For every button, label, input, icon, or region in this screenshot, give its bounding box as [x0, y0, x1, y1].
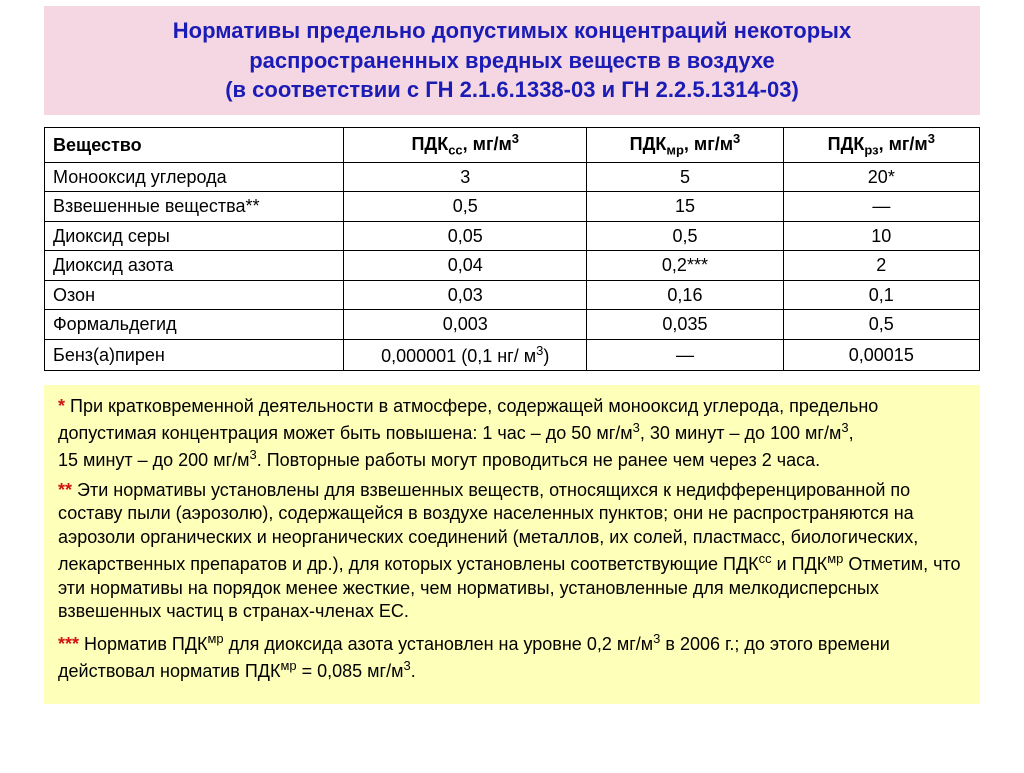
table-region: ВеществоПДКсс, мг/м3ПДКмр, мг/м3ПДКрз, м… — [44, 127, 980, 371]
title-line-1: Нормативы предельно допустимых концентра… — [64, 16, 960, 46]
cell-ss: 0,04 — [344, 251, 587, 281]
cell-rz: — — [783, 192, 979, 222]
table-row: Озон0,030,160,1 — [45, 280, 980, 310]
table-row: Взвешенные вещества**0,515— — [45, 192, 980, 222]
cell-rz: 0,1 — [783, 280, 979, 310]
table-header-row: ВеществоПДКсс, мг/м3ПДКмр, мг/м3ПДКрз, м… — [45, 128, 980, 163]
cell-substance: Диоксид серы — [45, 221, 344, 251]
cell-substance: Взвешенные вещества** — [45, 192, 344, 222]
cell-rz: 0,00015 — [783, 339, 979, 371]
cell-ss: 0,05 — [344, 221, 587, 251]
table-col-header: ПДКмр, мг/м3 — [587, 128, 783, 163]
cell-rz: 10 — [783, 221, 979, 251]
cell-rz: 0,5 — [783, 310, 979, 340]
table-row: Бенз(а)пирен0,000001 (0,1 нг/ м3)—0,0001… — [45, 339, 980, 371]
cell-ss: 0,000001 (0,1 нг/ м3) — [344, 339, 587, 371]
cell-mr: 0,2*** — [587, 251, 783, 281]
footnote-mark: *** — [58, 634, 84, 654]
footnotes-box: * При кратковременной деятельности в атм… — [44, 385, 980, 703]
cell-mr: 15 — [587, 192, 783, 222]
table-row: Диоксид азота0,040,2***2 — [45, 251, 980, 281]
table-row: Формальдегид0,0030,0350,5 — [45, 310, 980, 340]
table-body: Монооксид углерода3520*Взвешенные вещест… — [45, 162, 980, 371]
cell-mr: 0,5 — [587, 221, 783, 251]
cell-substance: Озон — [45, 280, 344, 310]
title-line-2: распространенных вредных веществ в возду… — [64, 46, 960, 76]
table-row: Диоксид серы0,050,510 — [45, 221, 980, 251]
footnote-item: * При кратковременной деятельности в атм… — [58, 395, 966, 472]
table-col-header: ПДКсс, мг/м3 — [344, 128, 587, 163]
table-head: ВеществоПДКсс, мг/м3ПДКмр, мг/м3ПДКрз, м… — [45, 128, 980, 163]
cell-rz: 2 — [783, 251, 979, 281]
footnote-mark: ** — [58, 480, 77, 500]
cell-ss: 0,03 — [344, 280, 587, 310]
table-row: Монооксид углерода3520* — [45, 162, 980, 192]
footnote-mark: * — [58, 396, 70, 416]
cell-rz: 20* — [783, 162, 979, 192]
table-col-header: Вещество — [45, 128, 344, 163]
cell-substance: Монооксид углерода — [45, 162, 344, 192]
title-line-3: (в соответствии с ГН 2.1.6.1338-03 и ГН … — [64, 75, 960, 105]
cell-ss: 0,003 — [344, 310, 587, 340]
cell-substance: Формальдегид — [45, 310, 344, 340]
cell-substance: Бенз(а)пирен — [45, 339, 344, 371]
footnote-item: *** Норматив ПДКмр для диоксида азота ус… — [58, 630, 966, 684]
concentration-table: ВеществоПДКсс, мг/м3ПДКмр, мг/м3ПДКрз, м… — [44, 127, 980, 371]
cell-ss: 0,5 — [344, 192, 587, 222]
footnote-item: ** Эти нормативы установлены для взвешен… — [58, 479, 966, 625]
cell-mr: 0,16 — [587, 280, 783, 310]
cell-ss: 3 — [344, 162, 587, 192]
cell-mr: 5 — [587, 162, 783, 192]
cell-substance: Диоксид азота — [45, 251, 344, 281]
title-box: Нормативы предельно допустимых концентра… — [44, 6, 980, 115]
cell-mr: — — [587, 339, 783, 371]
cell-mr: 0,035 — [587, 310, 783, 340]
table-col-header: ПДКрз, мг/м3 — [783, 128, 979, 163]
